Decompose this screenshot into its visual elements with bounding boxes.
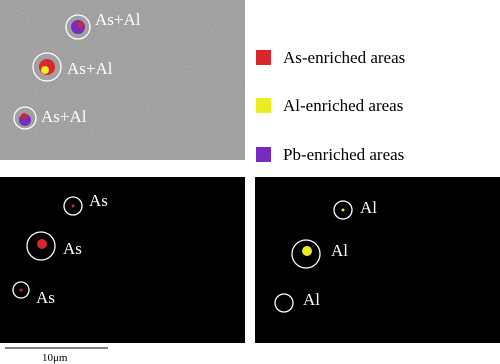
as-map-panel: As As As	[0, 177, 245, 343]
al-spot	[302, 246, 312, 256]
map-label: As	[89, 191, 108, 210]
legend-swatch	[256, 147, 271, 162]
legend-swatch	[256, 98, 271, 113]
map-label: As	[36, 288, 55, 307]
legend: As-enriched areas Al-enriched areas Pb-e…	[256, 48, 405, 164]
as-spot	[19, 288, 23, 292]
legend-label: As-enriched areas	[283, 48, 405, 67]
ring	[65, 14, 91, 40]
overlay-panel: As+Al As+Al As+Al	[0, 0, 245, 160]
legend-label: Al-enriched areas	[283, 96, 403, 115]
as-spot	[77, 22, 83, 28]
map-label: Al	[360, 198, 377, 217]
as-spot	[37, 239, 47, 249]
overlay-label: As+Al	[95, 10, 141, 29]
legend-swatch	[256, 50, 271, 65]
ring	[274, 293, 294, 313]
al-spot	[341, 208, 345, 212]
overlay-label: As+Al	[41, 107, 87, 126]
scale-bar-label: 10μm	[42, 352, 68, 364]
ring	[32, 52, 62, 82]
ring	[291, 239, 321, 269]
al-spot	[41, 66, 49, 74]
as-spot	[71, 204, 75, 208]
legend-label: Pb-enriched areas	[283, 145, 404, 164]
map-label: As	[63, 239, 82, 258]
map-label: Al	[331, 241, 348, 260]
ring	[12, 281, 30, 299]
overlay-label: As+Al	[67, 59, 113, 78]
al-map-panel: Al Al Al	[255, 177, 500, 343]
as-spot	[21, 113, 27, 119]
ring	[26, 231, 56, 261]
map-label: Al	[303, 290, 320, 309]
ring	[63, 196, 83, 216]
ring	[13, 106, 37, 130]
ring	[333, 200, 353, 220]
map-background	[255, 177, 500, 343]
